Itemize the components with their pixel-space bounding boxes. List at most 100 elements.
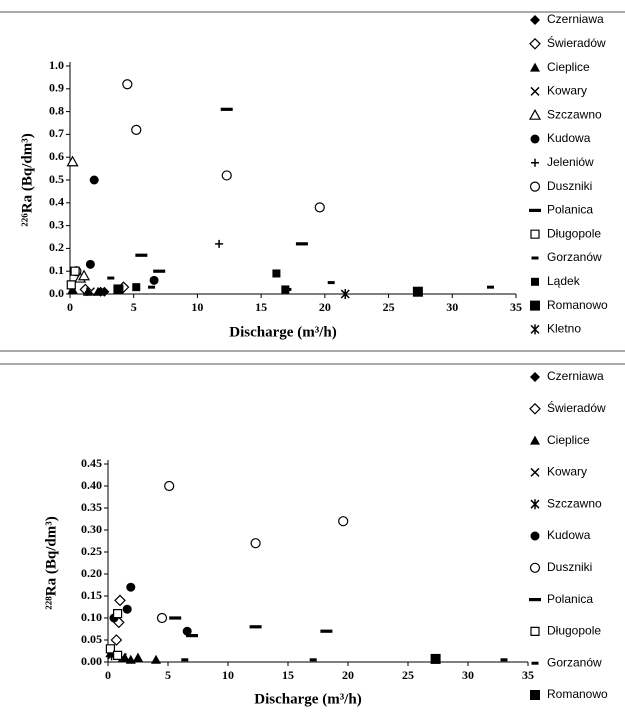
y-tick-label: 0.30 <box>81 522 102 536</box>
legend-label: Świeradów <box>547 400 606 415</box>
y-tick-label: 0.3 <box>49 217 64 231</box>
y-tick-label: 0.10 <box>81 610 102 624</box>
legend-marker <box>530 690 540 700</box>
data-point <box>153 269 166 273</box>
legend-label: Gorzanów <box>547 250 602 264</box>
legend-label: Duszniki <box>547 560 592 574</box>
y-tick-label: 0.40 <box>81 478 102 492</box>
data-point <box>182 626 192 636</box>
y-tick-label: 0.05 <box>81 632 102 646</box>
data-point <box>309 658 317 662</box>
legend-label: Czerniawa <box>547 12 604 26</box>
legend-label: Kowary <box>547 465 587 479</box>
legend-label: Polanica <box>547 592 593 606</box>
x-tick-label: 30 <box>462 668 474 682</box>
data-point <box>338 516 349 527</box>
legend-marker <box>530 531 540 541</box>
data-point <box>148 285 156 289</box>
data-point <box>156 612 168 624</box>
legend-label: Kudowa <box>547 131 591 145</box>
data-point <box>119 652 130 662</box>
data-point <box>215 239 224 248</box>
data-point <box>85 259 95 269</box>
legend-marker <box>531 277 539 286</box>
x-tick-label: 35 <box>510 300 522 314</box>
legend-marker <box>529 208 541 212</box>
y-tick-label: 0.9 <box>49 81 64 95</box>
data-point <box>132 283 141 292</box>
y-tick-label: 0.0 <box>49 286 64 300</box>
data-point <box>112 608 123 619</box>
legend-label: Kowary <box>547 84 587 98</box>
data-point <box>66 280 76 290</box>
x-axis-label: Discharge (m³/h) <box>254 691 361 707</box>
data-point <box>500 658 508 662</box>
legend-marker <box>530 372 540 382</box>
data-point <box>327 281 335 285</box>
y-tick-label: 0.45 <box>81 456 102 470</box>
x-tick-label: 20 <box>319 300 331 314</box>
x-tick-label: 25 <box>383 300 395 314</box>
data-point <box>89 175 99 185</box>
y-tick-label: 0.25 <box>81 544 102 558</box>
data-point <box>169 616 182 620</box>
legend-marker <box>530 499 540 510</box>
legend-label: Długopole <box>547 226 601 240</box>
data-point <box>487 285 495 289</box>
x-tick-label: 35 <box>522 668 534 682</box>
y-tick-label: 0.6 <box>49 149 64 163</box>
x-axis-label: Discharge (m³/h) <box>229 324 336 340</box>
data-point <box>107 276 115 280</box>
y-tick-label: 0.00 <box>81 654 102 668</box>
data-point <box>122 604 132 614</box>
legend-label: Romanowo <box>547 298 608 312</box>
x-tick-label: 0 <box>67 300 73 314</box>
legend-label: Cieplice <box>547 60 590 74</box>
data-point <box>133 652 143 662</box>
data-point <box>250 538 261 549</box>
y-axis-label: ²²⁶Ra (Bq/dm³) <box>19 133 35 226</box>
data-point <box>149 275 159 285</box>
legend-marker <box>530 86 540 96</box>
legend-label: Szczawno <box>547 496 602 510</box>
y-tick-label: 0.35 <box>81 500 102 514</box>
data-point <box>70 266 80 276</box>
legend-label: Gorzanów <box>547 655 602 669</box>
data-point <box>126 582 136 592</box>
legend-marker <box>530 324 540 335</box>
data-point <box>114 594 126 607</box>
legend-label: Polanica <box>547 203 593 217</box>
data-point <box>93 286 104 296</box>
legend-label: Kudowa <box>547 528 591 542</box>
data-point <box>135 253 148 257</box>
data-point <box>340 289 350 299</box>
legend-marker <box>531 661 539 665</box>
legend-marker <box>530 134 540 144</box>
legend-marker <box>530 435 540 445</box>
data-point <box>220 107 233 111</box>
legend-label: Szczawno <box>547 107 602 121</box>
data-point <box>221 170 232 181</box>
data-point <box>77 269 91 281</box>
legend-label: Jeleniów <box>547 155 594 169</box>
x-tick-label: 20 <box>342 668 354 682</box>
legend-label: Świeradów <box>547 35 606 50</box>
data-point <box>430 653 441 664</box>
x-tick-label: 30 <box>446 300 458 314</box>
x-tick-label: 5 <box>165 668 171 682</box>
legend-label: Czerniawa <box>547 369 604 383</box>
data-point <box>181 658 189 662</box>
legend-label: Duszniki <box>547 179 592 193</box>
legend-label: Kletno <box>547 322 581 336</box>
legend-marker <box>530 626 540 637</box>
y-tick-label: 0.15 <box>81 588 102 602</box>
x-tick-label: 15 <box>282 668 294 682</box>
legend-marker <box>531 158 539 167</box>
data-point <box>110 634 123 646</box>
legend-label: Lądek <box>547 274 581 288</box>
legend-marker <box>530 62 540 72</box>
legend-marker <box>530 300 540 311</box>
legend-label: Romanowo <box>547 687 608 701</box>
data-point <box>113 284 124 295</box>
